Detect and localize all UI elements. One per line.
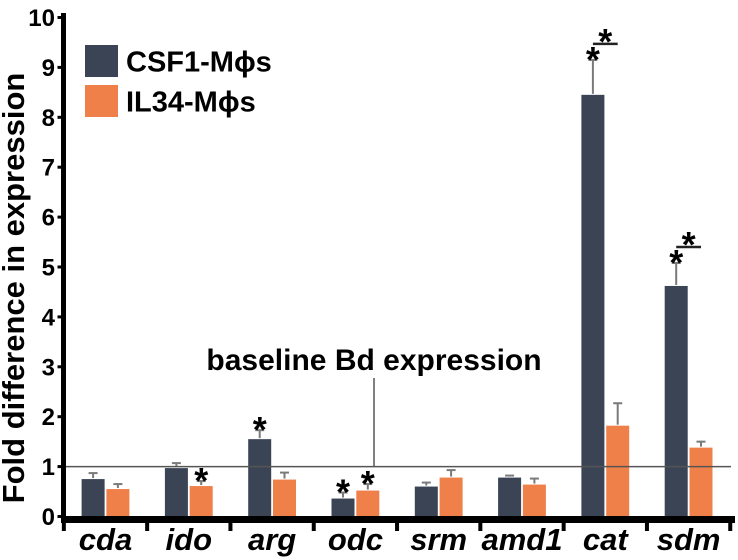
x-category-label: srm: [410, 522, 467, 557]
x-category-label: amd1: [482, 522, 563, 557]
y-tick-label: 3: [42, 354, 55, 381]
y-tick-label: 6: [42, 205, 55, 232]
bar-ido-il34: [189, 486, 213, 521]
y-axis-title: Fold difference in expression: [0, 73, 31, 504]
significance-star: *: [682, 224, 696, 265]
significance-star: *: [194, 460, 208, 501]
significance-star: *: [336, 472, 350, 513]
significance-star: *: [361, 463, 375, 504]
y-tick-label: 1: [42, 454, 55, 481]
y-tick-label: 10: [28, 5, 55, 32]
bar-sdm-il34: [689, 447, 713, 521]
y-tick-label: 2: [42, 404, 55, 431]
y-tick-label: 8: [42, 105, 55, 132]
significance-star: *: [586, 39, 600, 80]
bar-odc-csf1: [331, 498, 355, 521]
legend-label: CSF1-Mϕs: [126, 47, 272, 79]
bar-arg-csf1: [248, 439, 272, 521]
x-category-label: sdm: [657, 522, 721, 557]
significance-star: *: [253, 409, 267, 450]
baseline-annotation: baseline Bd expression: [206, 344, 541, 377]
x-category-label: cat: [583, 522, 629, 557]
x-category-label: ido: [166, 522, 213, 557]
legend-swatch-csf1: [85, 45, 118, 77]
bar-sdm-csf1: [664, 285, 688, 521]
bar-odc-il34: [356, 490, 380, 521]
x-category-label: cda: [79, 522, 132, 557]
bar-ido-csf1: [164, 468, 188, 521]
bar-arg-il34: [273, 479, 296, 521]
legend-label: IL34-Mϕs: [126, 87, 256, 119]
bar-cat-il34: [606, 425, 630, 521]
y-tick-label: 5: [42, 255, 55, 282]
bar-amd1-csf1: [498, 477, 522, 521]
bar-cda-il34: [106, 489, 130, 521]
x-category-label: odc: [328, 522, 383, 557]
bar-srm-il34: [439, 477, 463, 521]
bar-amd1-il34: [522, 484, 546, 521]
y-tick-label: 0: [42, 504, 55, 531]
significance-star: *: [598, 21, 612, 62]
y-tick-label: 7: [42, 155, 55, 182]
y-tick-label: 4: [42, 304, 56, 331]
x-category-label: arg: [248, 522, 296, 557]
legend-swatch-il34: [85, 85, 118, 117]
significance-star: *: [669, 242, 683, 283]
bar-cat-csf1: [581, 94, 605, 521]
y-tick-label: 9: [42, 55, 55, 82]
bar-cda-csf1: [81, 479, 105, 521]
bar-srm-csf1: [414, 486, 438, 521]
